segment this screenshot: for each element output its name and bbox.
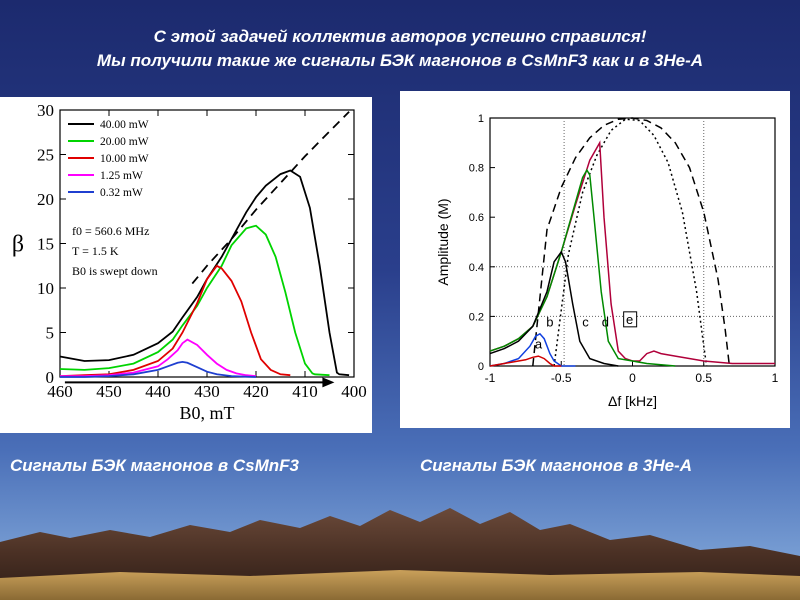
series-line-0 xyxy=(59,169,350,377)
series-line-2 xyxy=(59,264,291,377)
he3a-chart-panel: -1 -0.5 0 0.5 1 0 0.2 0.4 0.6 0.8 1 Δf [kHz] Amplitu… xyxy=(400,91,790,428)
y-tick-label: 25 xyxy=(37,146,54,165)
x-tick-label: 400 xyxy=(341,382,367,401)
curve-label: c xyxy=(582,314,589,329)
y-axis-label: β xyxy=(12,232,24,258)
x-axis-label: Δf [kHz] xyxy=(608,393,657,409)
plot-frame xyxy=(489,117,776,367)
y-tick-label: 20 xyxy=(37,190,54,209)
annotation: T = 1.5 K xyxy=(72,244,119,258)
sweep-arrow-head xyxy=(322,377,335,388)
series-line-4 xyxy=(60,360,257,378)
x-tick-label: -1 xyxy=(485,371,496,385)
x-tick-label: 440 xyxy=(145,382,171,401)
y-tick-label: 15 xyxy=(37,235,54,254)
curve-label: b xyxy=(546,314,553,329)
x-tick-label: 420 xyxy=(243,382,269,401)
he3a-chart: -1 -0.5 0 0.5 1 0 0.2 0.4 0.6 0.8 1 Δf [kHz] Amplitu… xyxy=(435,113,779,409)
mountain-landscape-decoration xyxy=(0,508,800,600)
y-tick-label: 0.8 xyxy=(469,163,484,175)
series-line-6 xyxy=(489,355,562,367)
caption-right: Сигналы БЭК магнонов в 3He-A xyxy=(420,456,692,475)
slide-title-line1: С этой задачей коллектив авторов успешно… xyxy=(153,27,647,46)
legend-label: 40.00 mW xyxy=(100,119,149,131)
caption-left: Сигналы БЭК магнонов в CsMnF3 xyxy=(10,456,299,475)
y-tick-label: 0.4 xyxy=(469,262,484,274)
legend-label: 10.00 mW xyxy=(100,153,149,165)
y-tick-label: 1 xyxy=(478,113,484,125)
y-tick-label: 0 xyxy=(46,368,55,387)
series-line-5 xyxy=(191,111,350,285)
x-tick-label: -0.5 xyxy=(551,371,572,385)
x-axis-label: B0, mT xyxy=(179,403,234,423)
x-tick-label: 460 xyxy=(47,382,73,401)
slide-title-line2: Мы получили такие же сигналы БЭК магноно… xyxy=(96,51,704,70)
csmnf3-chart: 460 450 440 430 420 410 400 0 5 10 15 20 25 30 B0, mT β… xyxy=(12,101,367,423)
series-line-4 xyxy=(489,250,619,367)
y-tick-label: 0.2 xyxy=(469,311,484,323)
series-line-0 xyxy=(532,117,731,367)
series-line-1 xyxy=(553,118,708,367)
series-line-3 xyxy=(60,338,257,377)
y-tick-label: 0.6 xyxy=(469,212,484,224)
series-line-1 xyxy=(59,224,330,377)
annotation: B0 is swept down xyxy=(72,264,158,278)
csmnf3-chart-panel: 460 450 440 430 420 410 400 0 5 10 15 20 25 30 B0, mT β… xyxy=(0,97,372,433)
x-tick-label: 1 xyxy=(772,371,779,385)
annotation: f0 = 560.6 MHz xyxy=(72,224,149,238)
x-tick-label: 0 xyxy=(629,371,636,385)
series-line-5 xyxy=(489,332,576,367)
y-tick-label: 30 xyxy=(37,101,54,120)
x-tick-label: 0.5 xyxy=(695,371,712,385)
curve-label: e xyxy=(626,312,633,327)
curve-label-box xyxy=(623,311,638,328)
legend-label: 0.32 mW xyxy=(100,187,143,199)
curve-label: d xyxy=(602,314,609,329)
x-tick-label: 430 xyxy=(194,382,220,401)
y-tick-label: 10 xyxy=(37,279,54,298)
legend-label: 1.25 mW xyxy=(100,170,143,182)
curve-label: a xyxy=(535,337,543,352)
x-tick-label: 450 xyxy=(96,382,122,401)
x-tick-label: 410 xyxy=(292,382,318,401)
y-tick-label: 0 xyxy=(478,361,484,373)
y-axis-label: Amplitude (M) xyxy=(435,198,451,285)
series-line-2 xyxy=(489,140,775,365)
y-tick-label: 5 xyxy=(46,324,55,343)
legend-label: 20.00 mW xyxy=(100,136,149,148)
series-line-3 xyxy=(489,168,676,367)
